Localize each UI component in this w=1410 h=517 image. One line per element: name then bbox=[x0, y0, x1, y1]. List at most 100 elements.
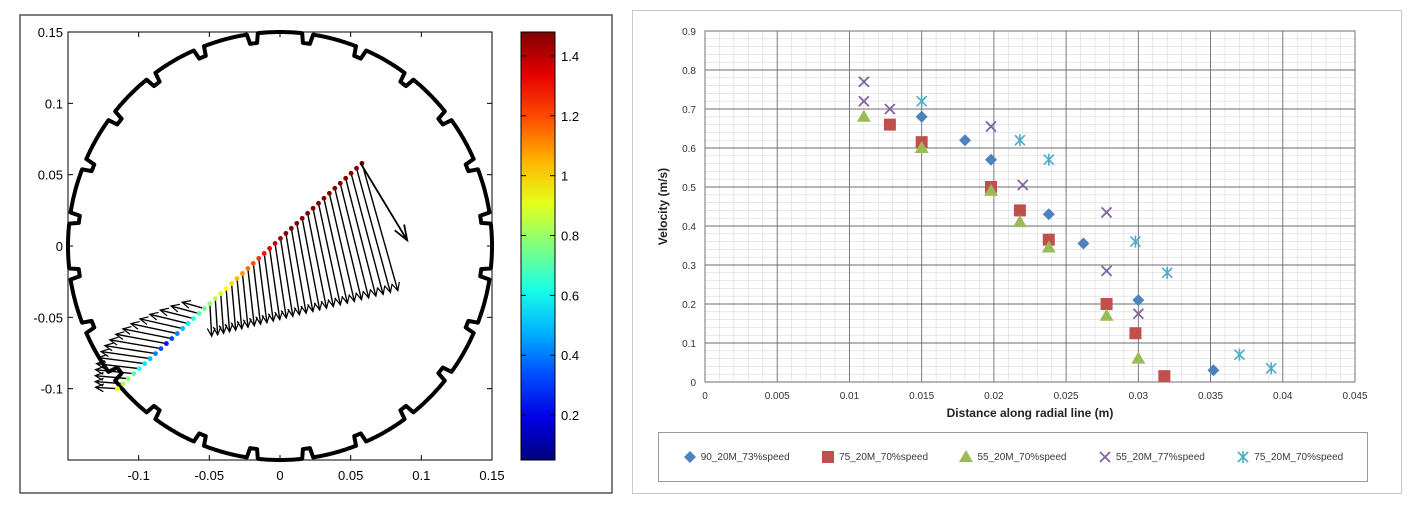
triangle-marker bbox=[1012, 215, 1027, 228]
series-5 bbox=[916, 95, 1277, 375]
data-point bbox=[1265, 362, 1277, 375]
x-marker-stroke bbox=[1099, 451, 1111, 463]
square-marker bbox=[1013, 204, 1026, 217]
speed-marker bbox=[283, 230, 289, 236]
vector-shaft bbox=[104, 344, 156, 355]
legend-label: 75_20M_70%speed bbox=[1254, 451, 1344, 463]
vector-shaft bbox=[247, 268, 255, 326]
diamond-marker bbox=[683, 451, 696, 463]
speed-marker bbox=[115, 386, 120, 392]
speed-marker bbox=[354, 165, 359, 171]
data-point bbox=[1131, 351, 1146, 364]
y-tick-label: 0 bbox=[690, 378, 696, 389]
vector-field-chart: -0.1 -0.05 0 0.05 0.1 0.15 -0.1 -0.05 0 0.05 0.1 0.… bbox=[19, 14, 613, 494]
x-tick-label: 0.15 bbox=[479, 468, 504, 483]
data-point bbox=[1161, 266, 1173, 279]
triangle-marker bbox=[1041, 240, 1056, 253]
x-tick-label: 0.1 bbox=[412, 468, 430, 483]
speed-marker bbox=[153, 351, 158, 357]
vector-head bbox=[99, 348, 110, 358]
data-point bbox=[916, 95, 928, 108]
vector-shaft bbox=[160, 309, 194, 320]
y-tick-label: 0.15 bbox=[38, 25, 63, 40]
vector-shaft bbox=[355, 168, 392, 293]
x-axis-label: Distance along radial line (m) bbox=[947, 406, 1114, 420]
data-point bbox=[1042, 233, 1055, 246]
vector-head bbox=[313, 301, 323, 312]
vector-head bbox=[307, 302, 316, 313]
legend-item-1: 90_20M_73%speed bbox=[683, 450, 790, 464]
x-tick-label: 0.01 bbox=[840, 391, 860, 402]
vector-shaft bbox=[306, 213, 328, 309]
data-point bbox=[1100, 265, 1113, 277]
speed-marker bbox=[326, 190, 332, 196]
vector-head bbox=[236, 320, 246, 331]
x-tick-label: 0.03 bbox=[1129, 391, 1149, 402]
direction-arrow-head bbox=[394, 224, 409, 243]
triangle-marker bbox=[1099, 308, 1114, 321]
data-point bbox=[914, 141, 929, 153]
vector-head bbox=[341, 294, 350, 305]
speed-marker bbox=[256, 256, 262, 261]
vector-shaft bbox=[323, 198, 349, 304]
speed-marker bbox=[120, 381, 126, 387]
legend-symbol bbox=[1237, 451, 1249, 463]
vector-head bbox=[267, 312, 277, 323]
legend-marker bbox=[1237, 451, 1249, 463]
vector-head bbox=[218, 324, 228, 335]
vector-shaft bbox=[241, 273, 249, 328]
data-point bbox=[959, 134, 971, 147]
speed-marker bbox=[332, 185, 338, 191]
vector-head bbox=[169, 303, 180, 313]
speed-marker bbox=[196, 311, 202, 316]
x-marker-stroke bbox=[1100, 265, 1113, 277]
direction-arrow-shaft bbox=[359, 162, 408, 241]
speed-marker bbox=[185, 321, 191, 326]
vector-head bbox=[369, 287, 379, 298]
vector-head bbox=[376, 285, 386, 296]
speed-marker bbox=[212, 296, 218, 301]
vector-head bbox=[355, 290, 365, 302]
vector-head bbox=[148, 311, 159, 321]
x-marker-stroke bbox=[858, 95, 870, 107]
data-point bbox=[858, 95, 870, 107]
data-point bbox=[985, 153, 997, 166]
data-point bbox=[915, 110, 928, 123]
x-marker-stroke bbox=[884, 103, 896, 115]
vector-head bbox=[129, 320, 140, 330]
vector-head bbox=[206, 327, 216, 338]
y-tick-label: 0.7 bbox=[682, 105, 696, 116]
data-point bbox=[1099, 308, 1114, 321]
vector-shaft bbox=[344, 178, 377, 297]
x-tick-label: 0.025 bbox=[1054, 391, 1079, 402]
vector-shaft bbox=[109, 339, 162, 350]
velocity-chart-panel: 0 0.005 0.01 0.015 0.02 0.025 0.03 0.035 0.04 0.0… bbox=[628, 0, 1410, 512]
vector-head bbox=[180, 300, 192, 309]
series-1 bbox=[915, 110, 1220, 377]
speed-marker bbox=[229, 281, 234, 286]
data-point bbox=[1012, 215, 1027, 228]
vector-shaft bbox=[274, 243, 287, 319]
colorbar-tick-label: 1.2 bbox=[561, 109, 579, 124]
speed-marker bbox=[136, 366, 142, 372]
triangle-marker bbox=[984, 183, 998, 196]
vector-shaft bbox=[122, 328, 172, 340]
diamond-marker bbox=[1207, 364, 1220, 377]
data-point bbox=[1129, 327, 1142, 340]
vector-head bbox=[327, 297, 337, 309]
plot-area bbox=[704, 30, 1356, 383]
data-point bbox=[1207, 364, 1220, 377]
x-tick-label: 0 bbox=[702, 391, 708, 402]
data-point bbox=[1233, 348, 1246, 361]
speed-marker bbox=[316, 200, 321, 206]
speed-marker bbox=[223, 286, 229, 291]
x-marker-stroke bbox=[985, 120, 997, 133]
vector-head bbox=[287, 307, 297, 318]
data-point bbox=[1041, 240, 1056, 253]
square-marker bbox=[883, 118, 896, 131]
vector-shaft bbox=[312, 208, 335, 307]
vector-shaft bbox=[225, 288, 231, 332]
colorbar-tick-label: 0.8 bbox=[561, 229, 579, 244]
data-point bbox=[883, 118, 896, 131]
legend-marker bbox=[1099, 451, 1111, 463]
